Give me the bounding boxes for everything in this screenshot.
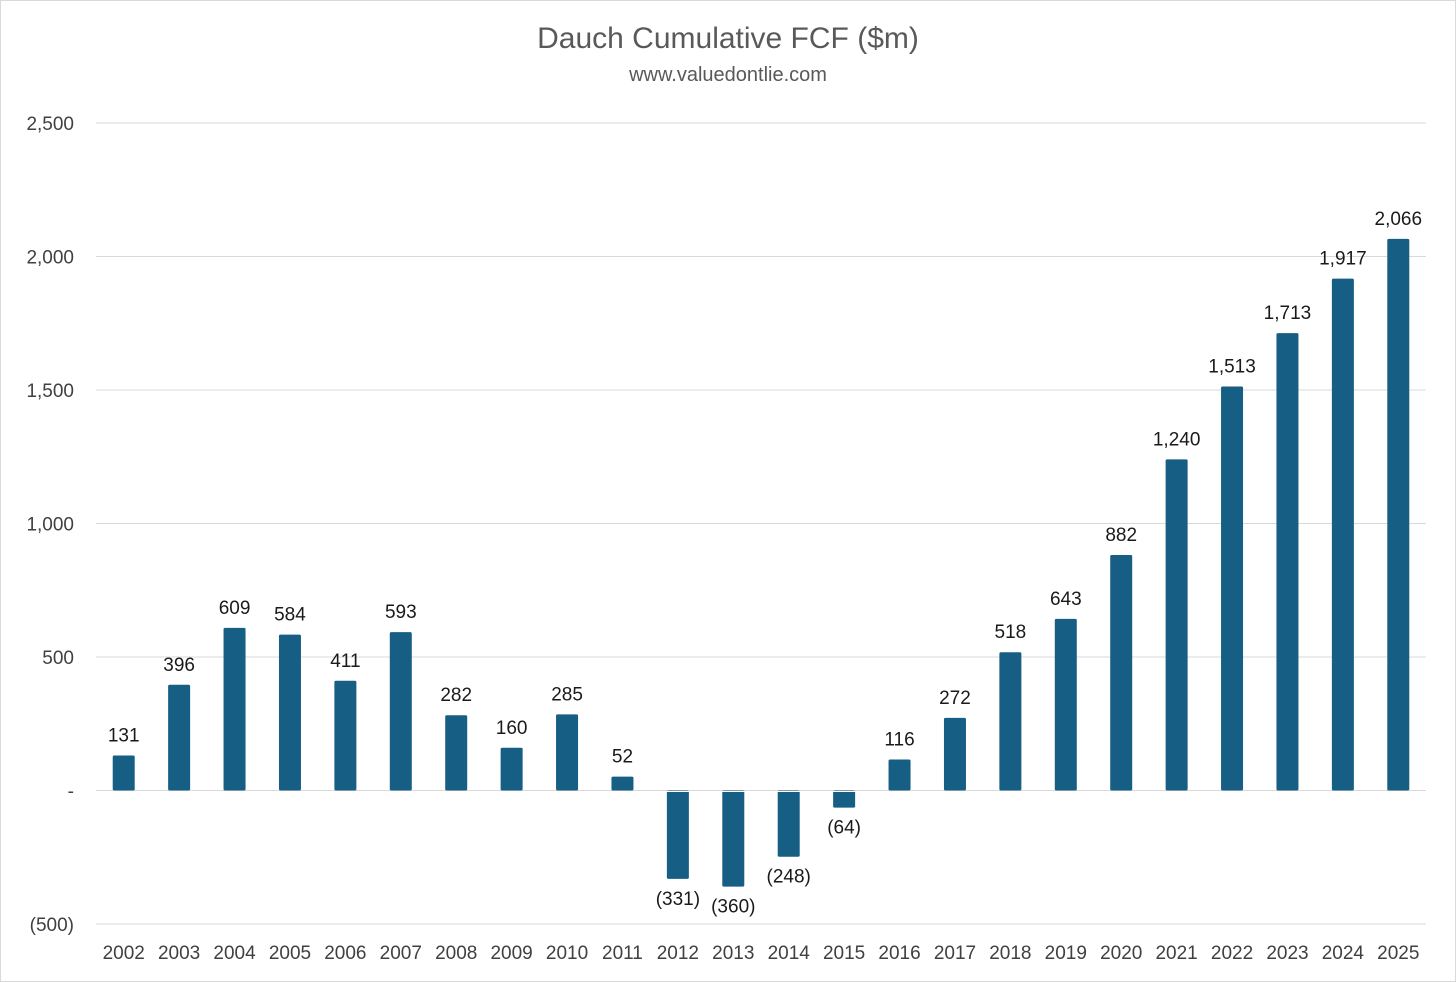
- data-label-2020: 882: [1105, 525, 1137, 546]
- y-tick-label: (500): [30, 915, 74, 936]
- chart-subtitle: www.valuedontlie.com: [629, 64, 827, 86]
- bar-2017: [943, 717, 966, 791]
- x-tick-label: 2012: [657, 943, 699, 964]
- bar-2023: [1276, 333, 1299, 791]
- bar-2024: [1331, 278, 1354, 791]
- bar-2021: [1165, 459, 1188, 791]
- bar-2002: [112, 755, 135, 791]
- y-tick-label: 2,000: [26, 248, 74, 269]
- x-tick-label: 2006: [324, 943, 366, 964]
- data-label-2019: 643: [1050, 589, 1082, 610]
- x-tick-label: 2024: [1322, 943, 1365, 964]
- x-tick-label: 2022: [1211, 943, 1253, 964]
- x-tick-label: 2011: [602, 943, 643, 964]
- bar-2008: [445, 715, 468, 791]
- bar-2003: [168, 684, 191, 791]
- data-label-2006: 411: [330, 651, 360, 672]
- data-label-2025: 2,066: [1375, 209, 1423, 230]
- x-tick-label: 2021: [1155, 943, 1197, 964]
- data-label-2021: 1,240: [1153, 429, 1201, 450]
- x-tick-label: 2014: [768, 943, 811, 964]
- data-label-2007: 593: [385, 602, 417, 623]
- y-tick-label: 500: [42, 648, 74, 669]
- x-tick-label: 2008: [435, 943, 477, 964]
- bar-2020: [1110, 555, 1133, 791]
- data-label-2018: 518: [995, 622, 1027, 643]
- data-label-2004: 609: [219, 598, 251, 619]
- data-label-2015: (64): [827, 818, 861, 839]
- y-tick-label: 1,000: [26, 515, 74, 536]
- data-label-2010: 285: [551, 684, 583, 705]
- data-label-2014: (248): [767, 867, 811, 888]
- x-tick-label: 2003: [158, 943, 200, 964]
- x-tick-label: 2007: [380, 943, 422, 964]
- x-tick-label: 2002: [103, 943, 145, 964]
- bar-2011: [611, 776, 634, 791]
- x-tick-label: 2017: [934, 943, 976, 964]
- data-label-2013: (360): [711, 897, 755, 918]
- x-tick-label: 2023: [1266, 943, 1308, 964]
- data-label-2012: (331): [656, 889, 700, 910]
- x-tick-label: 2016: [878, 943, 920, 964]
- bar-2014: [777, 790, 800, 857]
- x-tick-label: 2004: [213, 943, 256, 964]
- bar-2012: [666, 790, 689, 879]
- data-label-2003: 396: [163, 655, 195, 676]
- data-label-2005: 584: [274, 605, 306, 626]
- x-tick-label: 2020: [1100, 943, 1142, 964]
- bar-2013: [722, 790, 745, 887]
- bar-2005: [278, 634, 301, 791]
- bar-2015: [833, 790, 856, 808]
- chart-title: Dauch Cumulative FCF ($m): [537, 22, 919, 55]
- data-label-2009: 160: [496, 718, 528, 739]
- bar-2016: [888, 759, 911, 791]
- bar-2009: [500, 747, 523, 791]
- bar-2010: [556, 714, 579, 791]
- y-tick-label: -: [68, 782, 74, 803]
- data-labels: 131 396 609 584 411 593 282 160 285 52 (331) (360) (…: [108, 209, 1422, 918]
- bar-2007: [389, 632, 412, 791]
- bar-2006: [334, 680, 357, 791]
- x-tick-label: 2019: [1045, 943, 1087, 964]
- x-axis-ticks: 2002 2003 2004 2005 2006 2007 2008 2009 2010 2011…: [103, 943, 1420, 964]
- x-tick-label: 2018: [989, 943, 1031, 964]
- x-tick-label: 2005: [269, 943, 311, 964]
- y-axis-ticks: (500) - 500 1,000 1,500 2,000 2,500: [26, 114, 74, 936]
- x-tick-label: 2009: [490, 943, 532, 964]
- gridlines: [96, 122, 1426, 925]
- bar-2018: [999, 652, 1022, 791]
- data-label-2024: 1,917: [1319, 249, 1367, 270]
- y-tick-label: 2,500: [26, 114, 74, 135]
- data-label-2011: 52: [612, 747, 633, 768]
- x-tick-label: 2010: [546, 943, 588, 964]
- bars: [112, 238, 1410, 887]
- data-label-2008: 282: [440, 685, 472, 706]
- data-label-2023: 1,713: [1264, 303, 1312, 324]
- x-tick-label: 2025: [1377, 943, 1419, 964]
- data-label-2016: 116: [884, 730, 914, 751]
- data-label-2022: 1,513: [1208, 357, 1256, 378]
- x-tick-label: 2013: [712, 943, 754, 964]
- bar-2019: [1054, 618, 1077, 791]
- y-tick-label: 1,500: [26, 381, 74, 402]
- data-label-2002: 131: [108, 726, 140, 747]
- bar-2022: [1221, 386, 1244, 791]
- x-tick-label: 2015: [823, 943, 865, 964]
- data-label-2017: 272: [939, 688, 971, 709]
- bar-2004: [223, 627, 246, 791]
- bar-2025: [1387, 238, 1410, 791]
